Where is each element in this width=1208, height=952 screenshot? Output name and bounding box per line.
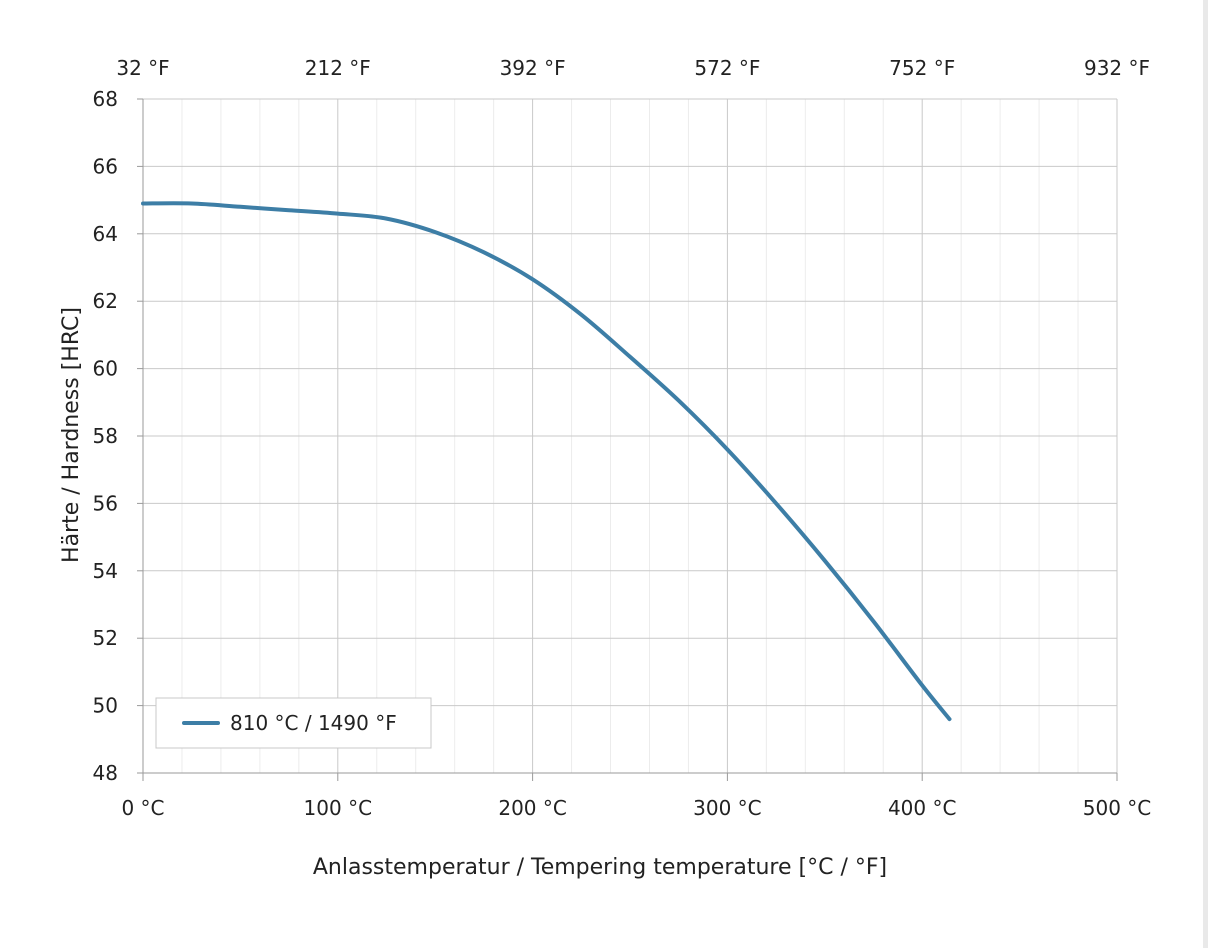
x2-tick-labels: 32 °F 212 °F 392 °F 572 °F 752 °F 932 °F (116, 56, 1150, 80)
major-grid (142, 98, 1118, 774)
x2-tick-label: 32 °F (116, 56, 169, 80)
y-tick-label: 56 (93, 491, 118, 515)
y-tick-label: 54 (93, 559, 118, 583)
y-tick-labels: 48 50 52 54 56 58 60 62 64 66 68 (93, 87, 118, 785)
series-layer (141, 201, 952, 722)
scrollbar-track (1203, 0, 1208, 948)
y-tick-label: 48 (93, 761, 118, 785)
legend-label: 810 °C / 1490 °F (230, 711, 397, 735)
x-tick-label: 0 °C (121, 796, 164, 820)
y-tick-label: 50 (93, 694, 118, 718)
legend: 810 °C / 1490 °F (155, 697, 432, 749)
y-tick-label: 64 (93, 222, 118, 246)
x-tick-labels: 0 °C 100 °C 200 °C 300 °C 400 °C 500 °C (121, 796, 1151, 820)
x-axis-title: Anlasstemperatur / Tempering temperature… (313, 855, 887, 880)
axes (137, 98, 1118, 781)
x2-tick-label: 752 °F (889, 56, 955, 80)
x2-tick-label: 212 °F (305, 56, 371, 80)
y-tick-label: 68 (93, 87, 118, 111)
x2-tick-label: 572 °F (694, 56, 760, 80)
y-tick-label: 52 (93, 626, 118, 650)
x2-tick-label: 932 °F (1084, 56, 1150, 80)
y-tick-label: 58 (93, 424, 118, 448)
x-tick-label: 500 °C (1083, 796, 1152, 820)
x-tick-label: 200 °C (498, 796, 567, 820)
x2-tick-label: 392 °F (500, 56, 566, 80)
y-tick-label: 62 (93, 289, 118, 313)
x-tick-label: 400 °C (888, 796, 957, 820)
series-line (141, 201, 952, 722)
y-tick-label: 60 (93, 357, 118, 381)
x-tick-label: 300 °C (693, 796, 762, 820)
x-tick-label: 100 °C (304, 796, 373, 820)
y-tick-label: 66 (93, 154, 118, 178)
y-axis-title: Härte / Hardness [HRC] (59, 307, 84, 563)
